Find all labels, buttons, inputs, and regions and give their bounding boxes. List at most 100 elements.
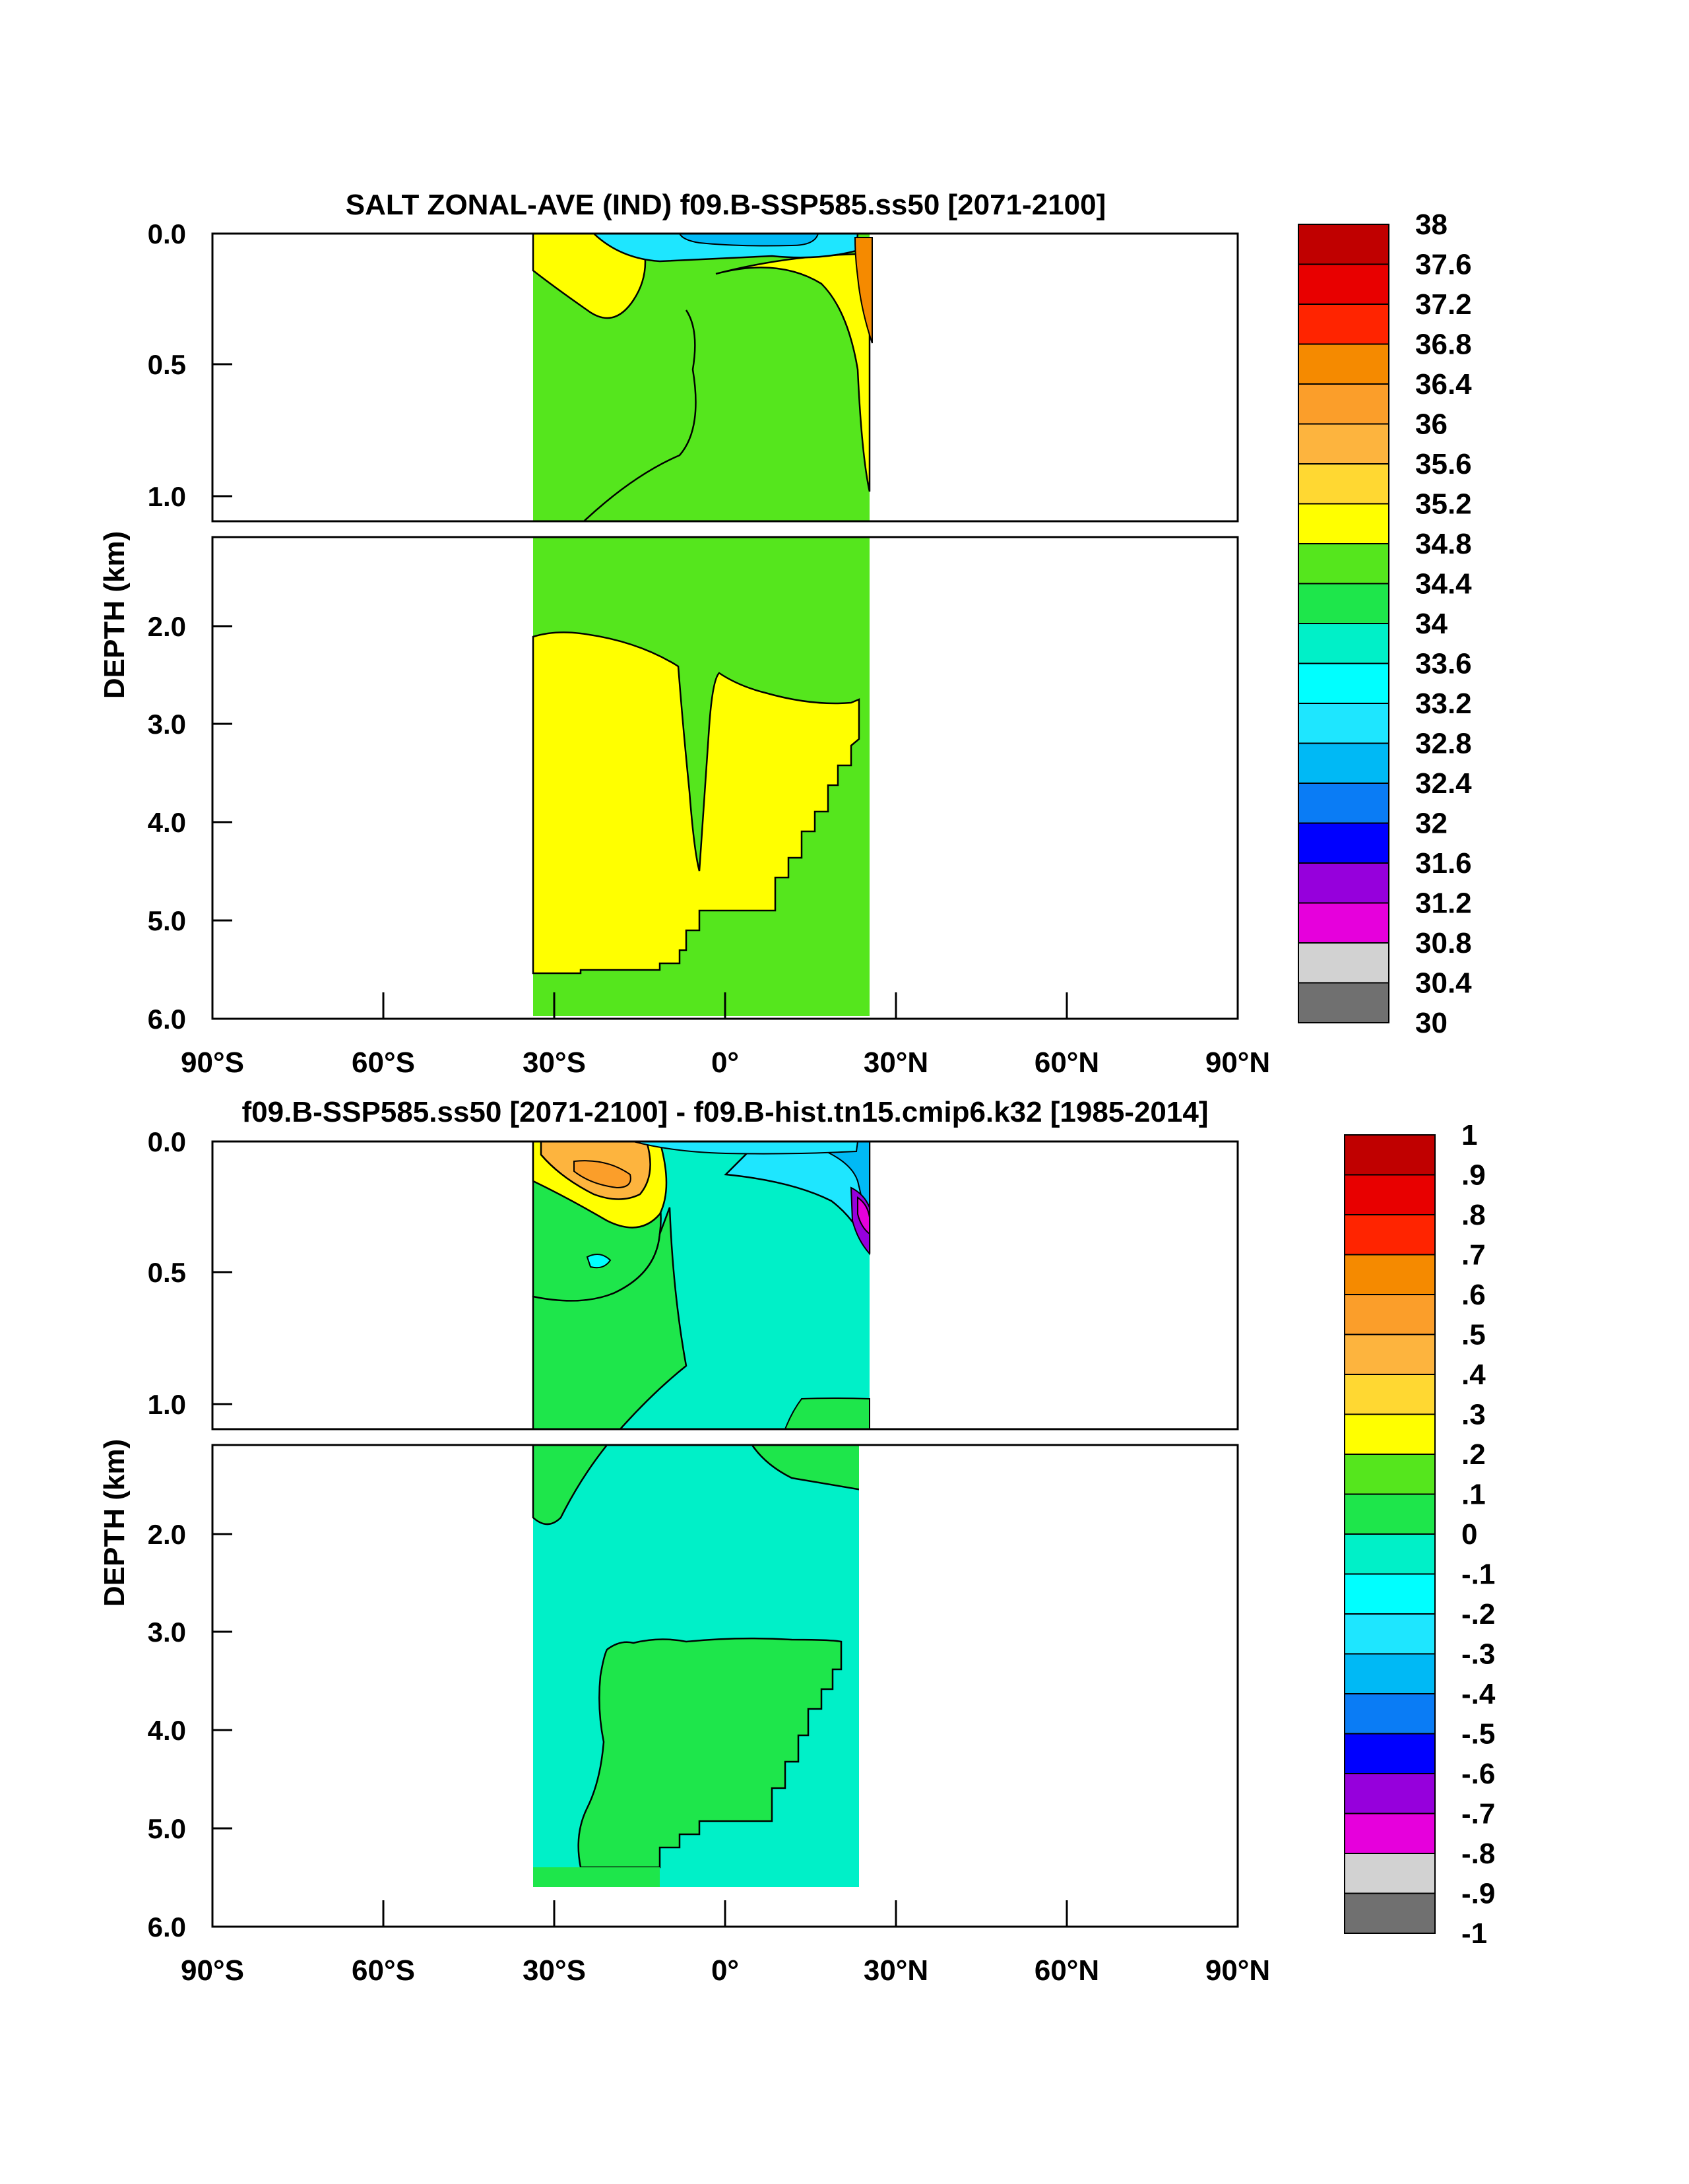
salinity-ticks (212, 363, 1068, 1019)
difference-colorbar-box-12 (1344, 1613, 1436, 1655)
salinity-colorbar-label-12: 33.2 (1415, 688, 1472, 720)
salinity-xtick-0: 90°S (181, 1046, 244, 1079)
difference-ytick-1: 0.5 (148, 1257, 186, 1288)
salinity-colorbar-label-2: 37.2 (1415, 288, 1472, 321)
salinity-colorbar-box-9 (1298, 583, 1389, 624)
difference-y-ticks: 0.0 0.5 1.0 2.0 3.0 4.0 5.0 6.0 (148, 1126, 186, 1943)
salinity-colorbar-box-10 (1298, 623, 1389, 664)
salinity-colorbar-label-9: 34.4 (1415, 568, 1472, 600)
difference-colorbar-box-9 (1344, 1493, 1436, 1535)
salinity-xtick-6: 90°N (1205, 1046, 1270, 1079)
salinity-colorbar-label-17: 31.2 (1415, 887, 1472, 920)
difference-ytick-3: 2.0 (148, 1519, 186, 1550)
difference-colorbar-box-16 (1344, 1773, 1436, 1815)
salinity-colorbar-label-4: 36.4 (1415, 368, 1472, 401)
salinity-colorbar-box-15 (1298, 822, 1389, 864)
difference-region-upper-positive-lower (532, 1445, 608, 1526)
salinity-ytick-2: 1.0 (148, 481, 186, 512)
salinity-colorbar-label-0: 38 (1415, 209, 1448, 241)
difference-region-south-max-core (573, 1160, 631, 1189)
salinity-colorbar-box-1 (1298, 263, 1389, 305)
salinity-colorbar-labels: 38 37.6 37.2 36.8 36.4 36 35.6 35.2 34.8 34.4 34 33… (1415, 209, 1472, 1039)
difference-colorbar-labels: 1 .9 .8 .7 .6 .5 .4 .3 .2 .1 0 -.1 -.2 -.3 -.4 -.5 -.6 -.… (1461, 1119, 1496, 1950)
salinity-colorbar-label-5: 36 (1415, 408, 1448, 441)
salinity-colorbar-label-19: 30.4 (1415, 967, 1472, 1000)
salinity-region-south-surface (532, 234, 647, 319)
salinity-region-red-sea-outflow (854, 237, 873, 344)
salinity-ytick-7: 6.0 (148, 1004, 186, 1035)
difference-ytick-2: 1.0 (148, 1389, 186, 1420)
difference-ticks (212, 1271, 1068, 1927)
salinity-colorbar-box-11 (1298, 662, 1389, 704)
difference-x-ticks: 90°S 60°S 30°S 0° 30°N 60°N 90°N (181, 1954, 1270, 1987)
difference-colorbar-label-11: -.1 (1461, 1558, 1495, 1591)
salinity-colorbar-label-15: 32 (1415, 808, 1448, 840)
difference-bathymetry (533, 1887, 1238, 1927)
difference-colorbar-box-11 (1344, 1573, 1436, 1615)
difference-colorbar-label-10: 0 (1461, 1518, 1477, 1551)
salinity-contour-1 (583, 309, 697, 521)
salinity-ytick-6: 5.0 (148, 905, 186, 936)
difference-colorbar-label-14: -.4 (1461, 1678, 1496, 1710)
difference-xtick-2: 30°S (523, 1954, 586, 1987)
difference-colorbar-box-1 (1344, 1174, 1436, 1215)
salinity-colorbar-label-7: 35.2 (1415, 488, 1472, 521)
salinity-colorbar-boxes (1298, 224, 1389, 1023)
salinity-colorbar-label-13: 32.8 (1415, 728, 1472, 760)
difference-colorbar-label-1: .9 (1461, 1159, 1486, 1192)
difference-colorbar-label-6: .4 (1461, 1359, 1486, 1391)
salinity-xtick-2: 30°S (523, 1046, 586, 1079)
salinity-colorbar-label-16: 31.6 (1415, 847, 1472, 880)
salinity-xtick-5: 60°N (1035, 1046, 1099, 1079)
difference-colorbar-box-3 (1344, 1254, 1436, 1295)
salinity-colorbar-label-18: 30.8 (1415, 927, 1472, 959)
difference-colorbar-label-7: .3 (1461, 1399, 1486, 1431)
salinity-panel-title: SALT ZONAL-AVE (IND) f09.B-SSP585.ss50 [… (346, 189, 1106, 221)
salinity-colorbar-box-4 (1298, 383, 1389, 425)
difference-region-mid-pocket (586, 1254, 612, 1269)
salinity-colorbar-box-18 (1298, 942, 1389, 984)
salinity-colorbar-box-13 (1298, 742, 1389, 784)
difference-colorbar-label-19: -.9 (1461, 1878, 1495, 1910)
salinity-upper-field (532, 234, 873, 521)
difference-lower-field (532, 1445, 1238, 1927)
salinity-ytick-3: 2.0 (148, 611, 186, 642)
salinity-colorbar-label-1: 37.6 (1415, 249, 1472, 281)
difference-region-deep-positive-floor (533, 1867, 660, 1887)
difference-colorbar-label-12: -.2 (1461, 1598, 1495, 1630)
salinity-colorbar: 38 37.6 37.2 36.8 36.4 36 35.6 35.2 34.8 34.4 34 33… (1298, 209, 1472, 1039)
difference-xtick-5: 60°N (1035, 1954, 1099, 1987)
difference-colorbar-box-7 (1344, 1413, 1436, 1455)
salinity-region-deep (532, 631, 860, 975)
salinity-colorbar-label-11: 33.6 (1415, 648, 1472, 680)
salinity-colorbar-box-14 (1298, 783, 1389, 824)
salinity-xtick-1: 60°S (352, 1046, 415, 1079)
salinity-colorbar-box-5 (1298, 423, 1389, 465)
difference-region-mid-pocket-lower (784, 1397, 870, 1429)
difference-panel: f09.B-SSP585.ss50 [2071-2100] - f09.B-hi… (98, 1096, 1496, 1987)
difference-panel-title: f09.B-SSP585.ss50 [2071-2100] - f09.B-hi… (242, 1096, 1209, 1128)
salinity-colorbar-box-17 (1298, 902, 1389, 944)
difference-ytick-0: 0.0 (148, 1126, 186, 1157)
difference-colorbar-label-2: .8 (1461, 1199, 1486, 1231)
salinity-ytick-0: 0.0 (148, 218, 186, 249)
difference-bathymetry-right (859, 1445, 1238, 1927)
difference-colorbar-box-8 (1344, 1454, 1436, 1495)
difference-colorbar-label-8: .2 (1461, 1438, 1486, 1471)
salinity-colorbar-label-20: 30 (1415, 1007, 1448, 1039)
salinity-region-surface-fresh-core (678, 234, 819, 247)
salinity-colorbar-label-14: 32.4 (1415, 767, 1472, 800)
difference-colorbar-box-0 (1344, 1134, 1436, 1176)
difference-ytick-6: 5.0 (148, 1813, 186, 1844)
difference-region-deep-positive (577, 1637, 843, 1869)
salinity-lower-field (532, 537, 870, 1016)
difference-colorbar-label-0: 1 (1461, 1119, 1477, 1151)
difference-ytick-5: 4.0 (148, 1715, 186, 1746)
salinity-colorbar-box-6 (1298, 463, 1389, 505)
difference-colorbar-box-18 (1344, 1853, 1436, 1894)
salinity-colorbar-label-3: 36.8 (1415, 329, 1472, 361)
difference-colorbar-box-4 (1344, 1294, 1436, 1335)
difference-colorbar-label-9: .1 (1461, 1479, 1486, 1511)
salinity-ytick-1: 0.5 (148, 349, 186, 380)
difference-xtick-0: 90°S (181, 1954, 244, 1987)
